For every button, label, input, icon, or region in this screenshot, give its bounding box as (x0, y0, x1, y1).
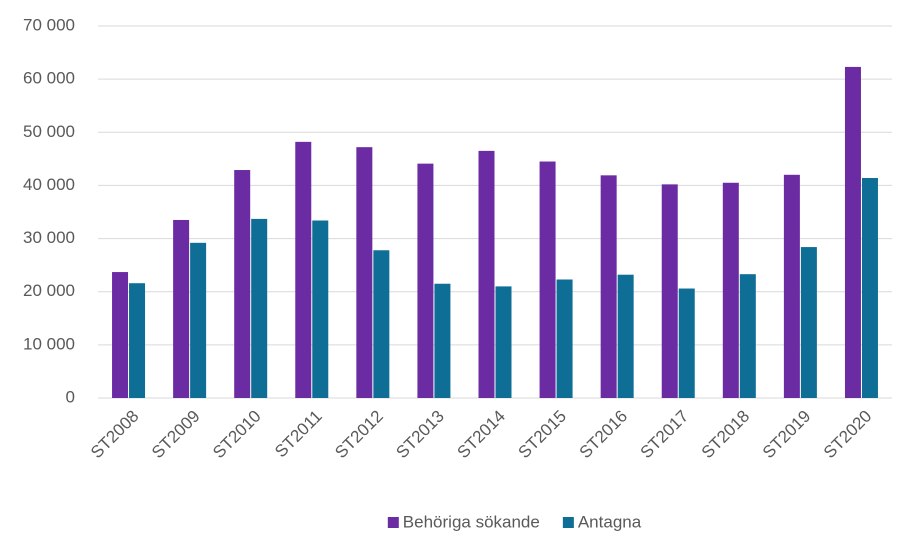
bar (434, 283, 451, 398)
x-tick-label: ST2015 (515, 407, 571, 463)
x-tick-label: ST2020 (820, 407, 876, 463)
bar (617, 274, 634, 398)
x-tick-label: ST2011 (271, 407, 326, 462)
legend-label: Antagna (578, 512, 642, 531)
y-tick-label: 0 (66, 387, 75, 406)
bar (251, 218, 268, 398)
y-tick-label: 30 000 (23, 228, 75, 247)
y-tick-label: 70 000 (23, 15, 75, 34)
x-tick-label: ST2008 (87, 407, 143, 463)
bar (356, 147, 373, 398)
bar (661, 184, 678, 398)
bar (678, 288, 695, 398)
bar (129, 283, 146, 398)
bar (539, 161, 556, 398)
bar (190, 242, 207, 398)
bar (173, 219, 190, 398)
legend-swatch (562, 517, 574, 528)
bar (373, 250, 390, 398)
bar (600, 175, 617, 398)
x-tick-label: ST2012 (331, 407, 387, 463)
y-tick-label: 50 000 (23, 122, 75, 141)
bar (478, 150, 495, 398)
y-tick-label: 40 000 (23, 175, 75, 194)
y-tick-label: 20 000 (23, 281, 75, 300)
bar (234, 170, 251, 398)
x-tick-label: ST2017 (637, 407, 693, 463)
y-tick-label: 10 000 (23, 334, 75, 353)
x-tick-label: ST2018 (698, 407, 754, 463)
bar (312, 220, 329, 398)
bar (722, 182, 739, 398)
bar (800, 247, 817, 398)
bar (783, 174, 800, 398)
legend-label: Behöriga sökande (403, 512, 540, 531)
bar (844, 66, 861, 399)
bar (112, 272, 129, 398)
x-tick-label: ST2013 (392, 407, 448, 463)
bar (417, 163, 434, 398)
bar (556, 279, 573, 398)
x-tick-label: ST2010 (209, 407, 265, 463)
x-tick-label: ST2016 (576, 407, 632, 463)
bar (295, 141, 312, 398)
x-tick-label: ST2009 (148, 407, 204, 463)
bar (739, 274, 756, 398)
bar (495, 286, 512, 398)
y-tick-label: 60 000 (23, 69, 75, 88)
x-tick-label: ST2019 (759, 407, 815, 463)
bar (861, 177, 878, 398)
legend-swatch (387, 517, 399, 528)
x-tick-label: ST2014 (453, 407, 509, 463)
